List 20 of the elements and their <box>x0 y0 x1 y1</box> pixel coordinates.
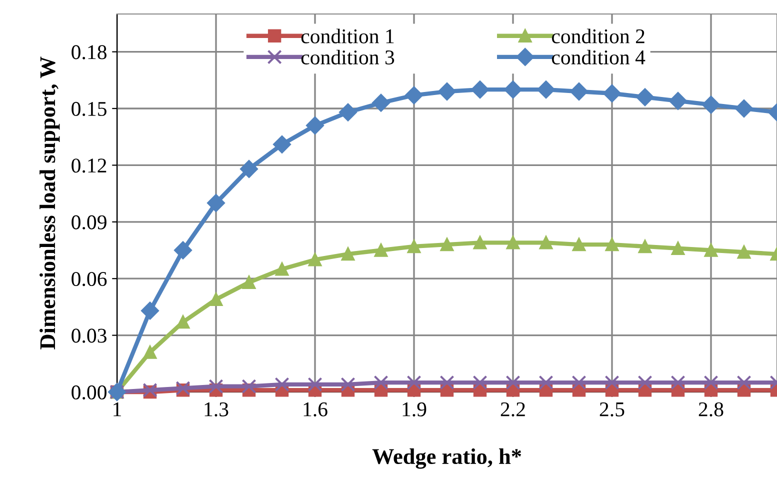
x-tick-label: 2.2 <box>500 402 525 416</box>
legend-label: condition 2 <box>552 28 644 44</box>
y-tick-label: 0.09 <box>72 215 106 230</box>
y-tick-label: 0.15 <box>72 102 106 116</box>
x-tick-label: 2.8 <box>698 402 724 416</box>
x-tick-label: 1.3 <box>204 402 228 416</box>
y-tick-label: 0.00 <box>72 385 106 400</box>
x-tick-label: 1 <box>114 402 121 416</box>
y-tick-label: 0.12 <box>72 158 106 173</box>
x-tick-label: 2.5 <box>600 402 624 416</box>
y-tick-label: 0.06 <box>72 272 107 286</box>
legend-label: condition 1 <box>301 28 394 44</box>
y-tick-label: 0.03 <box>72 328 106 343</box>
y-axis-title: Dimensionless load support, W <box>40 56 60 350</box>
x-tick-label: 1.9 <box>402 402 426 416</box>
x-tick-label: 1.6 <box>304 402 328 416</box>
y-tick-label: 0.18 <box>72 45 106 60</box>
x-axis-title: Wedge ratio, h* <box>372 448 522 469</box>
legend-label: condition 3 <box>301 50 394 64</box>
legend-label: condition 4 <box>552 50 646 64</box>
